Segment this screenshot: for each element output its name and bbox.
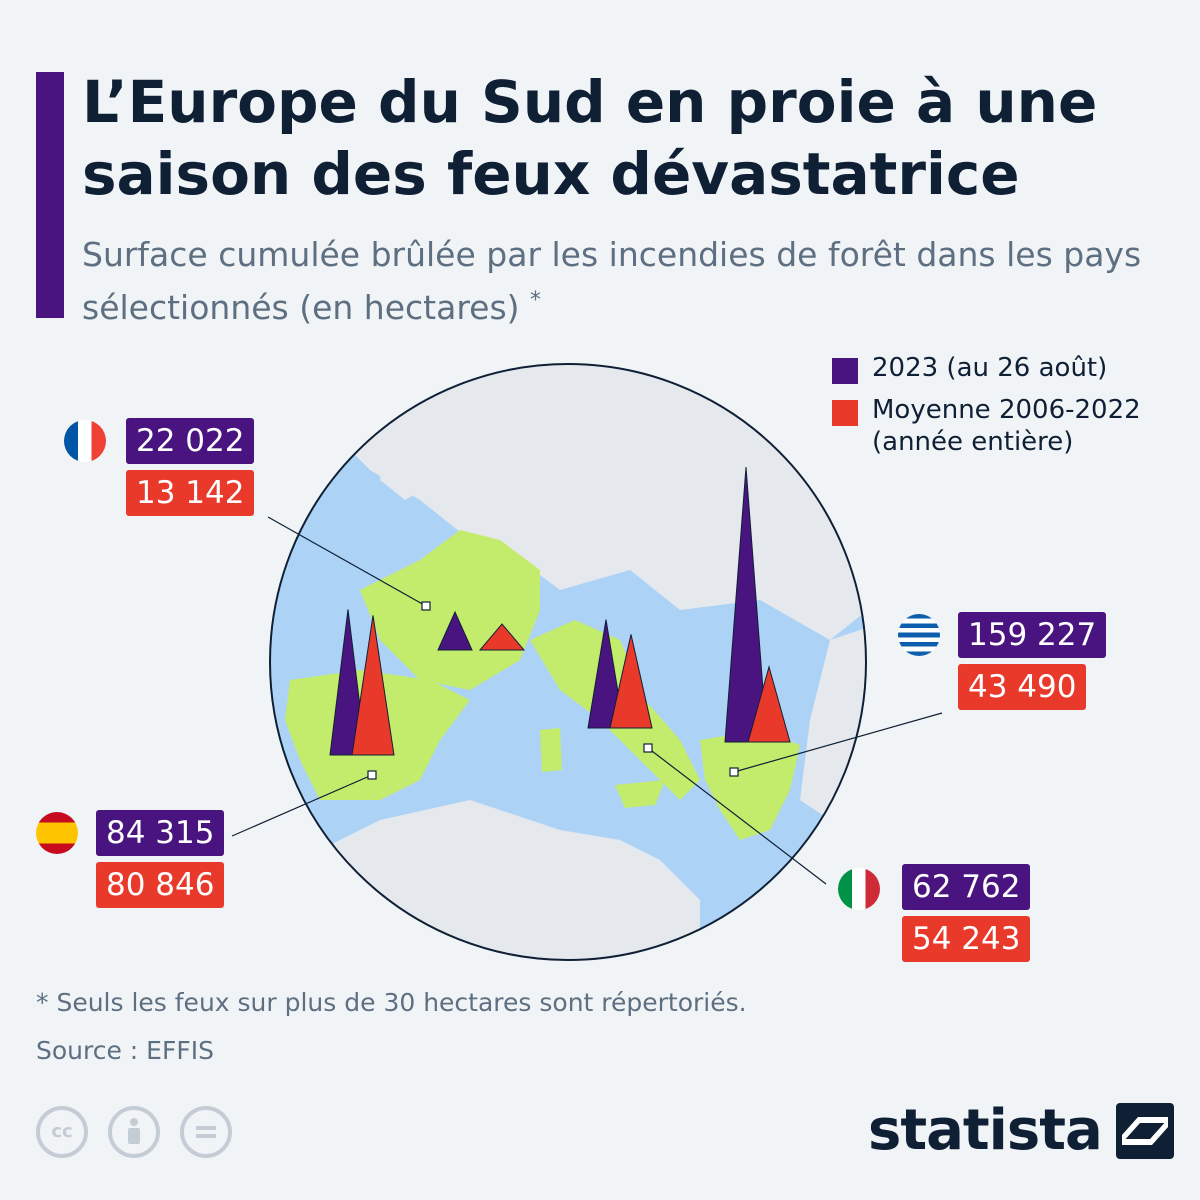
page-title: L’Europe du Sud en proie à une saison de… — [82, 68, 1098, 208]
footnote: * Seuls les feux sur plus de 30 hectares… — [36, 988, 747, 1017]
italy-marker — [643, 743, 653, 753]
spain-2023-value: 84 315 — [96, 810, 225, 856]
legend-swatch-2023 — [832, 358, 858, 384]
spain-connector-line — [231, 774, 373, 837]
greece-marker — [729, 767, 739, 777]
land-sicily — [615, 780, 665, 808]
brand[interactable]: statista — [868, 1098, 1174, 1163]
greece-average-spike — [747, 665, 791, 743]
brand-name: statista — [868, 1098, 1103, 1163]
legend-swatch-average — [832, 400, 858, 426]
source: Source : EFFIS — [36, 1036, 214, 1065]
greece-connector-line — [733, 712, 943, 773]
land-greece — [700, 730, 800, 840]
page-subtitle: Surface cumulée brûlée par les incendies… — [82, 232, 1182, 331]
legend: 2023 (au 26 août) Moyenne 2006-2022 (ann… — [832, 352, 1172, 468]
greece-2023-value: 159 227 — [958, 612, 1107, 658]
italy-average-spike — [609, 634, 653, 729]
accent-bar — [36, 72, 64, 318]
subtitle-text: Surface cumulée brûlée par les incendies… — [82, 235, 1142, 327]
attribution-icon[interactable] — [108, 1106, 160, 1158]
spain-average-value: 80 846 — [96, 862, 225, 908]
legend-item-2023: 2023 (au 26 août) — [832, 352, 1172, 384]
legend-item-average: Moyenne 2006-2022 (année entière) — [832, 394, 1172, 458]
spikes — [329, 466, 791, 756]
spain-marker — [367, 770, 377, 780]
france-connector-line — [267, 516, 427, 607]
france-2023-value: 22 022 — [126, 418, 255, 464]
land-uk — [380, 400, 445, 500]
italy-2023-spike — [587, 619, 625, 729]
statista-logo-icon — [1115, 1102, 1174, 1159]
subtitle-footnote-mark: * — [530, 288, 542, 313]
italy-flag-icon — [838, 868, 880, 910]
land-sardinia — [540, 728, 562, 772]
no-derivatives-icon[interactable] — [180, 1106, 232, 1158]
italy-2023-value: 62 762 — [902, 864, 1031, 910]
connectors — [231, 516, 943, 885]
land-east — [800, 620, 866, 840]
spain-average-spike — [351, 615, 395, 756]
legend-label-2023: 2023 (au 26 août) — [872, 353, 1108, 383]
france-average-value: 13 142 — [126, 470, 255, 516]
license-icons[interactable]: cc — [36, 1106, 252, 1158]
france-flag-icon — [64, 420, 106, 462]
globe-outline — [269, 363, 867, 961]
france-average-spike — [478, 623, 526, 651]
cc-icon[interactable]: cc — [36, 1106, 88, 1158]
italy-connector-line — [647, 747, 827, 885]
italy-average-value: 54 243 — [902, 916, 1031, 962]
spain-flag-icon — [36, 812, 78, 854]
greece-2023-spike — [724, 466, 768, 743]
legend-label-average: Moyenne 2006-2022 (année entière) — [872, 395, 1141, 457]
greece-flag-icon — [898, 614, 940, 656]
france-marker — [421, 601, 431, 611]
france-2023-spike — [437, 610, 473, 651]
greece-average-value: 43 490 — [958, 664, 1087, 710]
